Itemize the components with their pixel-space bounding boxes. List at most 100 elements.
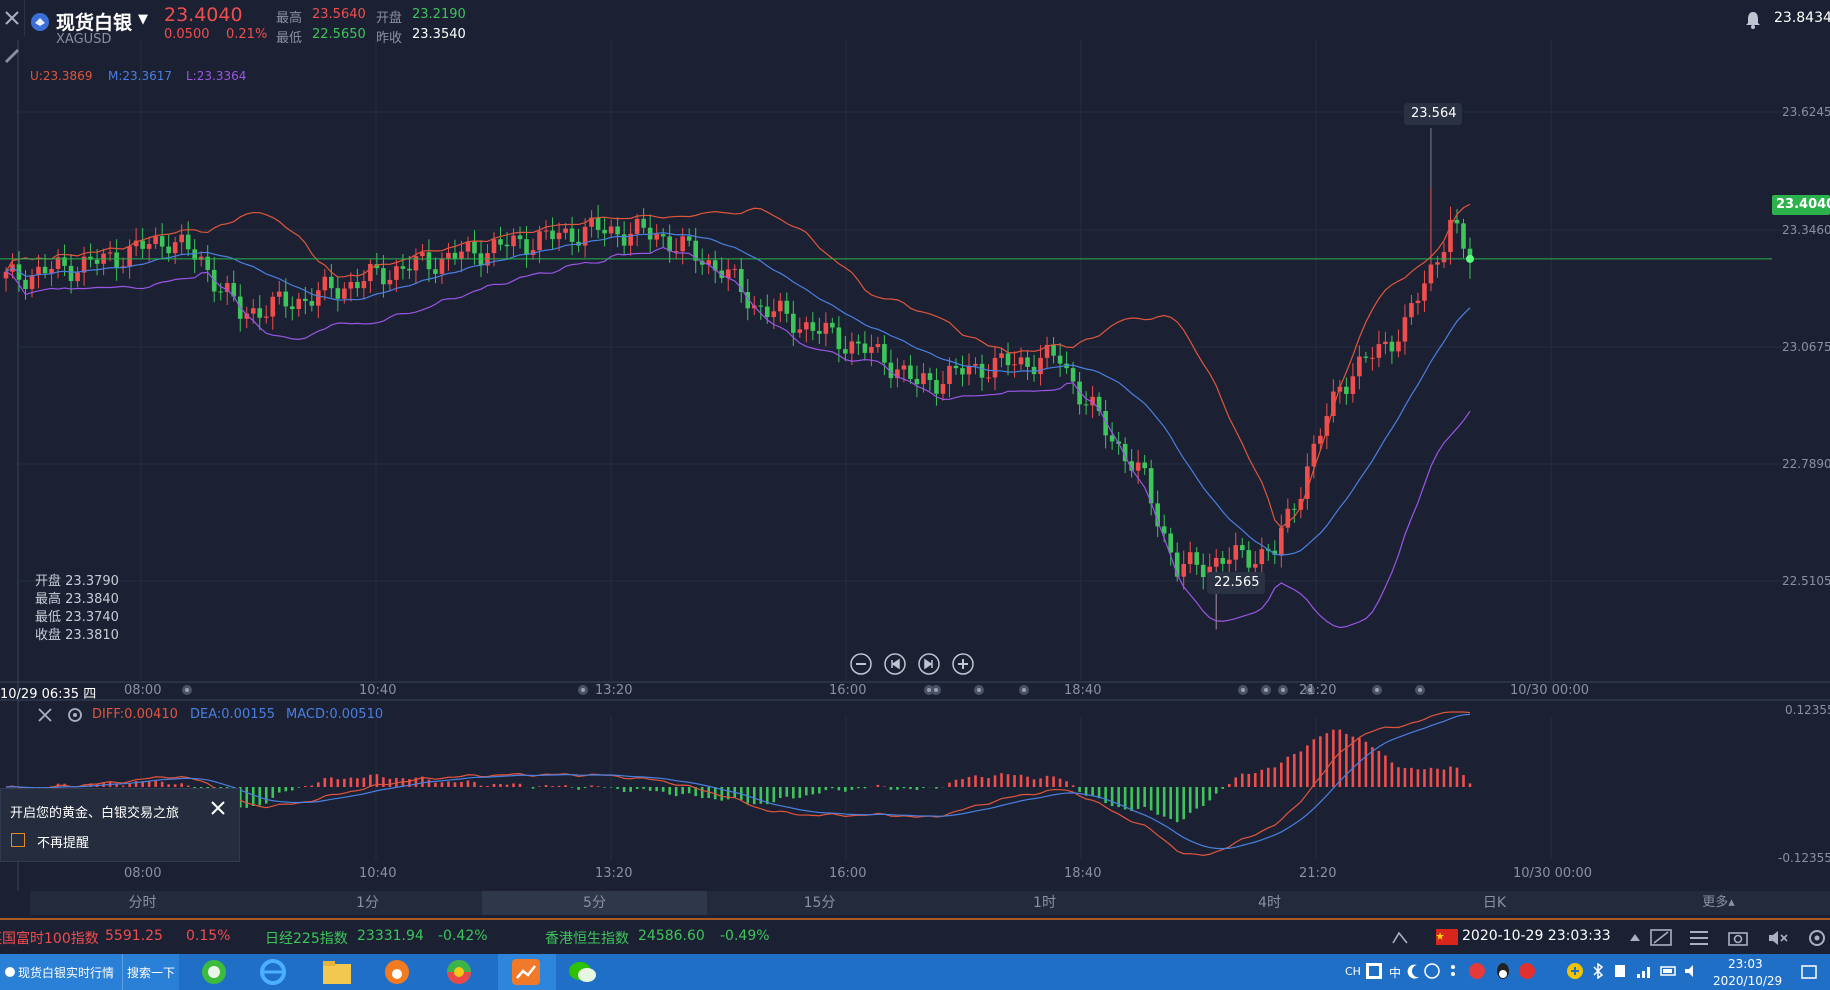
- alert-button[interactable]: [1744, 10, 1762, 30]
- candle-body: [602, 229, 607, 234]
- macd-settings[interactable]: [66, 706, 84, 724]
- moon-icon[interactable]: [1407, 963, 1421, 979]
- mute-icon[interactable]: [1767, 928, 1789, 948]
- candle-body: [36, 266, 41, 276]
- boll-upper-line: [5, 203, 1471, 529]
- candle-body: [29, 275, 35, 289]
- taskbar-search-button[interactable]: 搜索一下: [122, 954, 179, 990]
- settings-icon[interactable]: [1806, 928, 1828, 948]
- folder-icon[interactable]: [321, 958, 353, 986]
- candle-body: [1109, 435, 1115, 442]
- candle-body: [986, 377, 991, 379]
- ime-lang[interactable]: CH: [1345, 965, 1361, 978]
- ie-icon[interactable]: [258, 958, 288, 986]
- taskbar-trading-app[interactable]: [498, 954, 556, 990]
- skip-end-icon[interactable]: [918, 653, 940, 675]
- notification-icon[interactable]: [1800, 963, 1818, 981]
- popup-title: 开启您的黄金、白银交易之旅: [10, 806, 180, 821]
- color-ball-icon[interactable]: [444, 958, 474, 986]
- tab-1h[interactable]: 1时: [1033, 895, 1056, 911]
- time-axis-dot-center: [934, 688, 938, 692]
- candle-body: [895, 369, 900, 379]
- candle-body: [1103, 411, 1108, 436]
- candle-body: [289, 306, 295, 310]
- tab-more[interactable]: 更多▴: [1702, 895, 1735, 910]
- sync-icon[interactable]: [1390, 929, 1410, 947]
- list-icon[interactable]: [1688, 928, 1710, 948]
- candle-body: [107, 252, 113, 254]
- zoom-out-icon[interactable]: [850, 653, 872, 675]
- candle-body: [439, 258, 445, 274]
- dots-icon[interactable]: [1446, 963, 1460, 979]
- candle-body: [908, 365, 913, 379]
- network-icon[interactable]: [1636, 963, 1654, 979]
- ticker-name[interactable]: 香港恒生指数: [545, 931, 629, 947]
- ticker-name[interactable]: 英国富时100指数: [0, 931, 99, 947]
- wechat-icon[interactable]: [567, 958, 599, 986]
- security-icon[interactable]: [1468, 962, 1486, 980]
- candle-body: [1344, 386, 1349, 394]
- candle-body: [1018, 357, 1024, 365]
- tab-4h[interactable]: 4时: [1258, 895, 1281, 911]
- dont-remind-checkbox[interactable]: [11, 833, 25, 847]
- qq-icon[interactable]: [1494, 962, 1512, 980]
- help-icon[interactable]: [1424, 963, 1440, 979]
- picture-in-picture-icon[interactable]: [1650, 928, 1672, 948]
- time-axis-dot-center: [581, 688, 585, 692]
- tab-1min[interactable]: 1分: [356, 895, 379, 911]
- close-macd[interactable]: [36, 706, 54, 724]
- candle-body: [979, 363, 985, 378]
- tencent-icon[interactable]: [1518, 962, 1536, 980]
- draw-tool[interactable]: [0, 42, 24, 66]
- last-price: 23.4040: [164, 4, 243, 26]
- ime-mode[interactable]: 中: [1389, 966, 1402, 980]
- candle-body: [745, 292, 751, 309]
- candle-body: [1083, 404, 1089, 406]
- tab-15min[interactable]: 15分: [803, 895, 836, 911]
- taskbar-app-button[interactable]: 现货白银实时行情: [0, 954, 122, 990]
- candle-body: [1279, 527, 1284, 555]
- popup-close-button[interactable]: [209, 799, 227, 817]
- battery-icon[interactable]: [1660, 963, 1678, 979]
- close-sidebar[interactable]: [0, 0, 25, 36]
- tab-5min[interactable]: 5分: [482, 891, 707, 915]
- candle-body: [75, 272, 80, 282]
- candle-body: [218, 291, 224, 293]
- candle-body: [1168, 533, 1173, 553]
- candle-body: [524, 239, 529, 255]
- camera-icon[interactable]: [1727, 928, 1749, 948]
- candle-body: [927, 373, 933, 381]
- fox-icon[interactable]: [382, 958, 412, 986]
- candle-body: [68, 265, 74, 282]
- add-icon[interactable]: [1566, 962, 1584, 980]
- chevron-up-icon[interactable]: [1628, 931, 1642, 943]
- tab-timeshare[interactable]: 分时: [128, 895, 157, 911]
- browser-360-icon[interactable]: [199, 958, 229, 986]
- candle-body: [413, 256, 419, 271]
- candle-body: [368, 264, 373, 282]
- ohlc-close: 收盘 23.3810: [35, 628, 119, 643]
- usb-icon[interactable]: [1612, 963, 1628, 979]
- candle-body: [179, 234, 184, 243]
- close-icon: [5, 11, 19, 25]
- candle-body: [1350, 376, 1356, 394]
- macd-time-label: 16:00: [829, 866, 867, 881]
- candle-body: [1233, 545, 1239, 560]
- zoom-in-icon[interactable]: [952, 653, 974, 675]
- volume-icon[interactable]: [1684, 963, 1700, 979]
- candle-body: [133, 240, 139, 247]
- candle-body: [270, 296, 276, 317]
- candle-body: [3, 271, 9, 279]
- tab-daily[interactable]: 日K: [1482, 895, 1507, 911]
- candle-body: [407, 268, 412, 271]
- skip-start-icon[interactable]: [884, 653, 906, 675]
- candle-body: [667, 236, 672, 252]
- candle-body: [127, 246, 132, 267]
- input-method-icon[interactable]: [1366, 963, 1382, 979]
- bluetooth-icon[interactable]: [1592, 963, 1604, 979]
- candle-body: [836, 327, 842, 350]
- ticker-name[interactable]: 日经225指数: [265, 931, 348, 947]
- candle-body: [140, 240, 145, 249]
- candle-body: [621, 234, 627, 246]
